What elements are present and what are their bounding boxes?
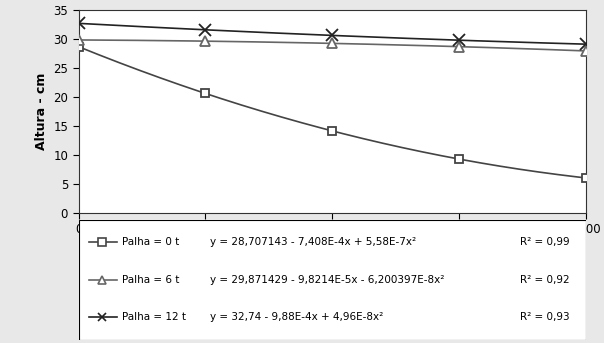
Text: Palha = 12 t: Palha = 12 t bbox=[121, 312, 185, 322]
Text: y = 28,707143 - 7,408E-4x + 5,58E-7x²: y = 28,707143 - 7,408E-4x + 5,58E-7x² bbox=[210, 237, 417, 247]
Text: R² = 0,92: R² = 0,92 bbox=[520, 274, 570, 285]
Text: R² = 0,99: R² = 0,99 bbox=[520, 237, 570, 247]
Text: Palha = 6 t: Palha = 6 t bbox=[121, 274, 179, 285]
Text: y = 32,74 - 9,88E-4x + 4,96E-8x²: y = 32,74 - 9,88E-4x + 4,96E-8x² bbox=[210, 312, 384, 322]
X-axis label: Dose - g/ha: Dose - g/ha bbox=[292, 241, 372, 255]
Y-axis label: Altura - cm: Altura - cm bbox=[34, 73, 48, 150]
Text: R² = 0,93: R² = 0,93 bbox=[520, 312, 570, 322]
Text: Palha = 0 t: Palha = 0 t bbox=[121, 237, 179, 247]
Text: y = 29,871429 - 9,8214E-5x - 6,200397E-8x²: y = 29,871429 - 9,8214E-5x - 6,200397E-8… bbox=[210, 274, 445, 285]
